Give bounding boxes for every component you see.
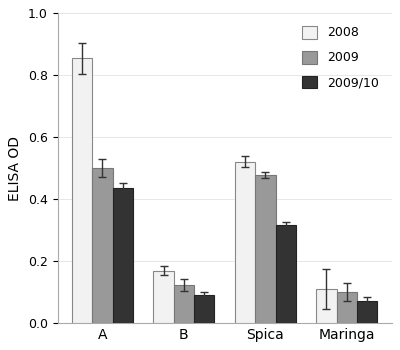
Bar [194, 295, 214, 323]
Bar [337, 292, 357, 323]
Bar [255, 175, 276, 323]
Bar [276, 225, 296, 323]
Bar [235, 162, 255, 323]
Bar [316, 289, 337, 323]
Bar [113, 188, 133, 323]
Legend: 2008, 2009, 2009/10: 2008, 2009, 2009/10 [296, 20, 386, 96]
Bar [153, 271, 174, 323]
Bar [357, 301, 378, 323]
Bar [92, 168, 113, 323]
Y-axis label: ELISA OD: ELISA OD [8, 135, 22, 201]
Bar [72, 58, 92, 323]
Bar [174, 285, 194, 323]
